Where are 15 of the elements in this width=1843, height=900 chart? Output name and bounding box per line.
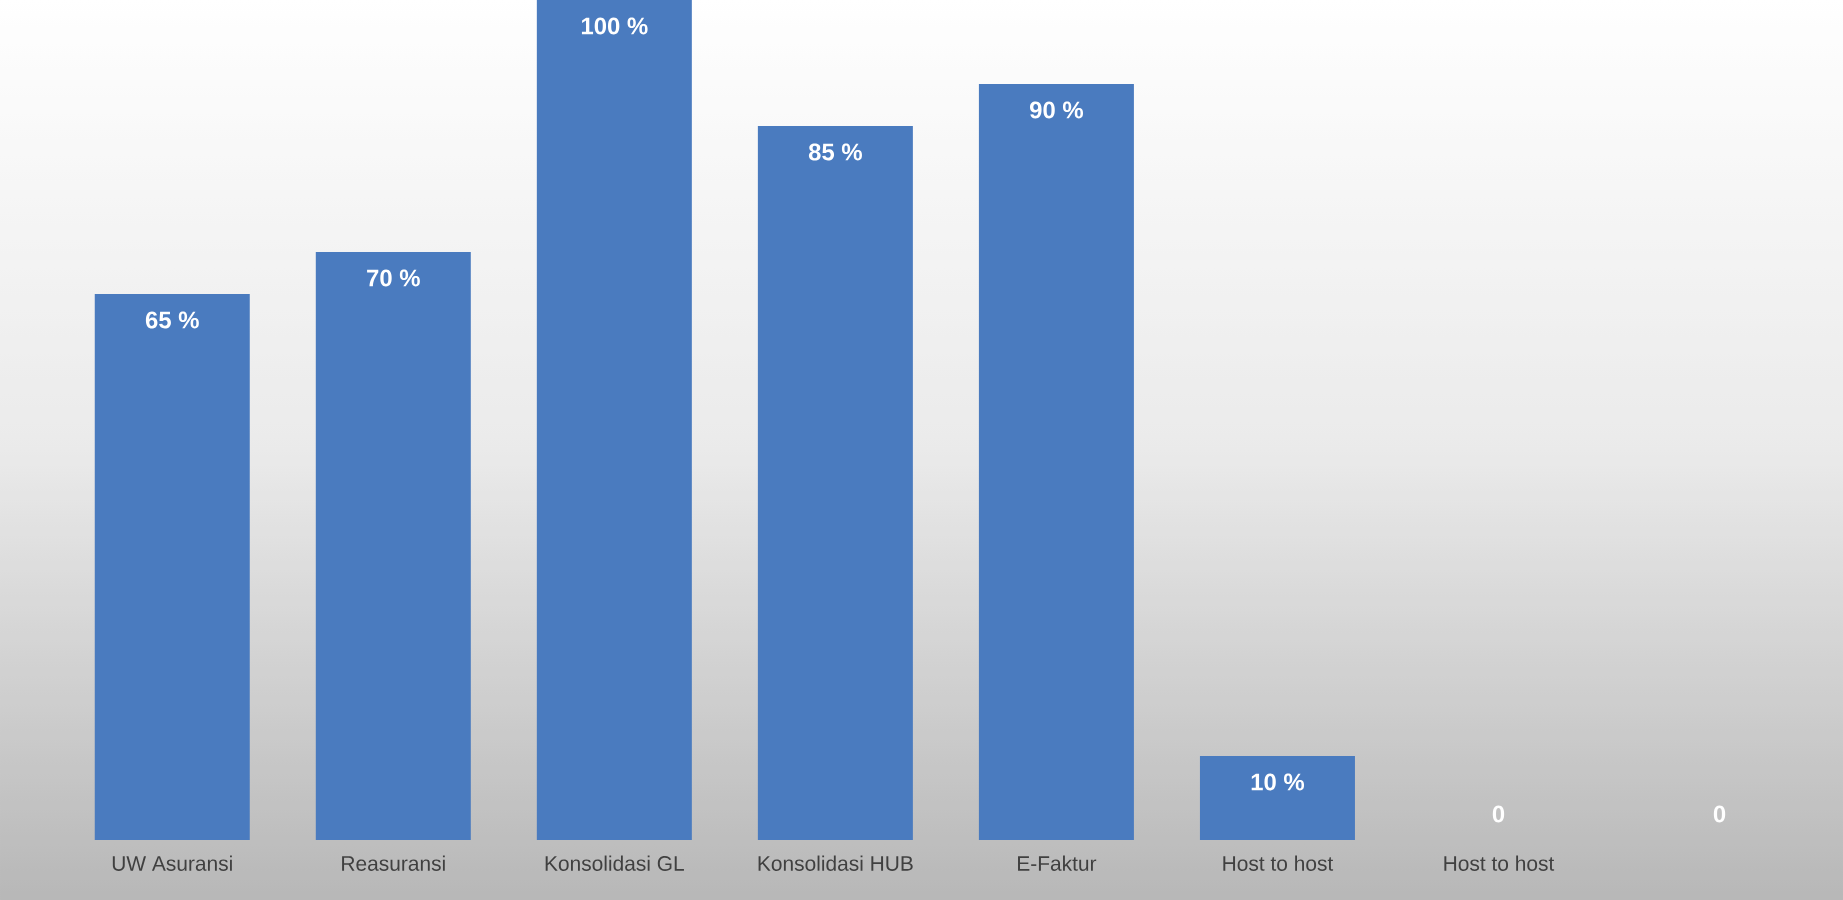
- data-label: 10 %: [1251, 773, 1305, 791]
- x-tick-label: Host to host: [1223, 855, 1334, 871]
- x-tick-label: Konsolidasi GL: [545, 855, 684, 871]
- data-label: 90 %: [1029, 101, 1083, 119]
- x-tick-label: UW Asuransi: [112, 855, 232, 871]
- x-tick-label: Host to host: [1444, 855, 1555, 871]
- data-label: 65 %: [145, 311, 199, 329]
- data-label: 70 %: [367, 269, 420, 287]
- data-label: 85 %: [808, 143, 862, 161]
- x-tick-label: Konsolidasi HUB: [758, 855, 913, 871]
- x-tick-label: Reasuransi: [342, 855, 445, 871]
- x-tick-label: E-Faktur: [1018, 855, 1097, 871]
- data-label: 0: [1492, 805, 1505, 823]
- data-label: 100 %: [581, 17, 648, 35]
- data-label: 0: [1713, 805, 1726, 823]
